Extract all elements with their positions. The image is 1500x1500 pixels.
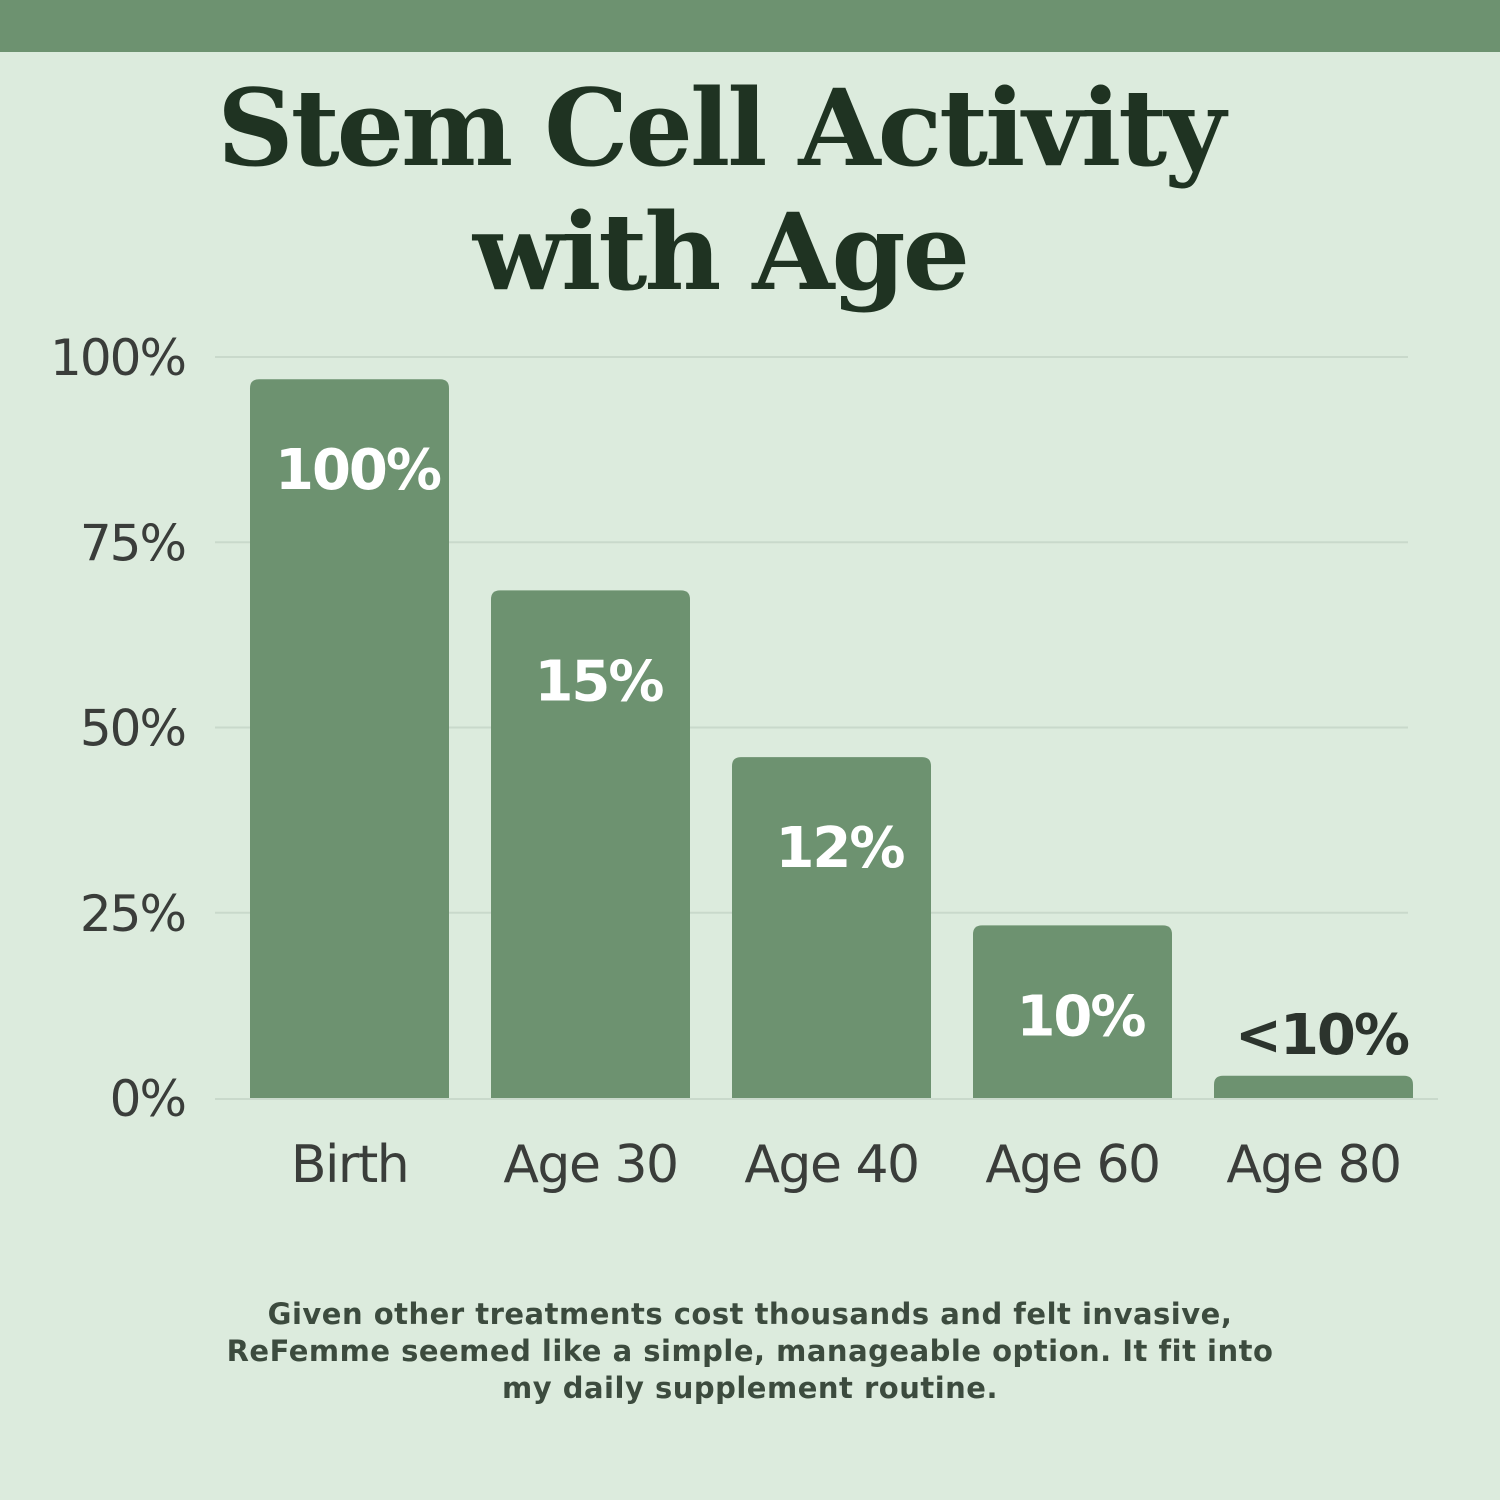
bar: [1214, 1075, 1413, 1098]
bars: [250, 379, 1413, 1099]
y-tick-label: 25%: [80, 885, 185, 943]
y-tick-label: 75%: [80, 514, 185, 572]
data-label: 12%: [775, 816, 904, 881]
bar: [973, 925, 1172, 1098]
x-tick-label: Age 40: [744, 1135, 918, 1195]
x-tick-label: Birth: [291, 1135, 408, 1195]
x-tick-label: Age 80: [1226, 1135, 1400, 1195]
x-axis-tick-labels: Birth Age 30 Age 40 Age 60 Age 80: [291, 1135, 1402, 1195]
y-tick-label: 0%: [110, 1070, 185, 1128]
top-band: [0, 0, 1500, 52]
y-axis-tick-labels: 0% 25% 50% 75% 100%: [50, 329, 187, 1128]
bar-chart: 0% 25% 50% 75% 100% Birth Age 30 Age 40 Age 60 A…: [50, 329, 1438, 1195]
data-label: 15%: [534, 649, 663, 714]
bar: [491, 590, 690, 1098]
data-label: <10%: [1235, 1003, 1409, 1068]
bar: [732, 757, 931, 1098]
x-tick-label: Age 60: [985, 1135, 1159, 1195]
data-label: 10%: [1016, 984, 1145, 1049]
chart-title-line-1: Stem Cell Activity: [217, 65, 1226, 190]
testimonial-caption: Given other treatments cost thousands an…: [226, 1297, 1274, 1405]
x-tick-label: Age 30: [503, 1135, 677, 1195]
chart-title-line-2: with Age: [472, 189, 970, 314]
chart-title: Stem Cell Activity with Age: [0, 66, 1440, 314]
data-labels: 100% 15% 12% 10% <10%: [275, 438, 1411, 1068]
y-tick-label: 50%: [80, 700, 185, 758]
data-label: 100%: [275, 438, 441, 503]
bar: [250, 379, 449, 1099]
y-tick-label: 100%: [50, 329, 185, 387]
